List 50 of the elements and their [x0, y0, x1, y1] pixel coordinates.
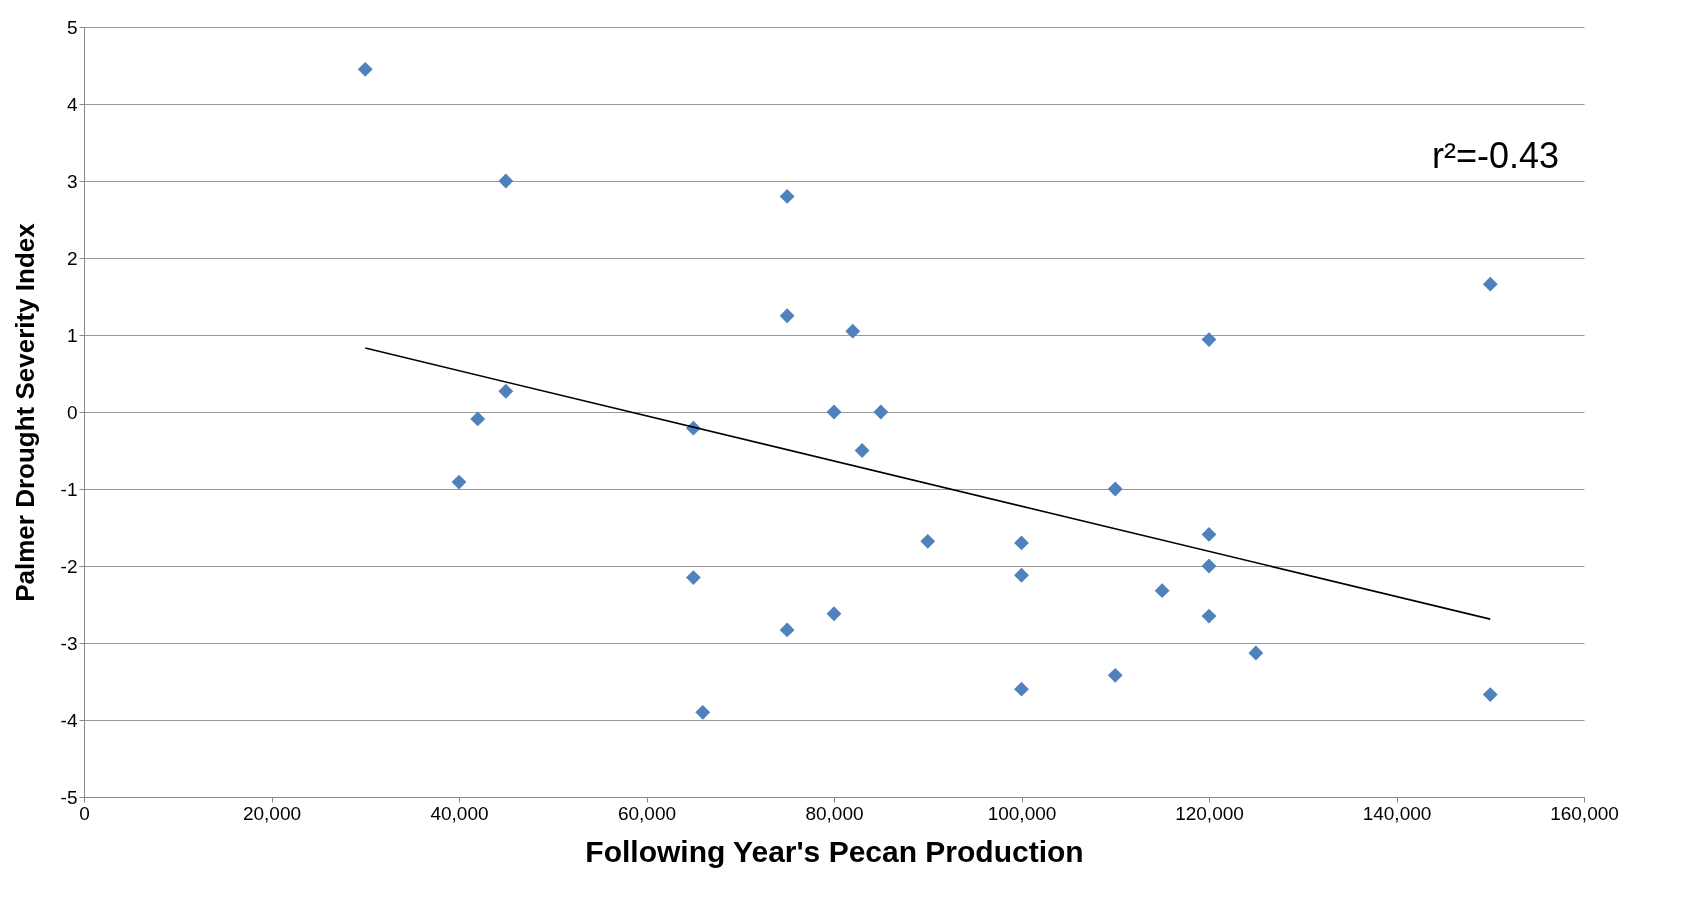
y-tick-label: -3 — [60, 632, 78, 654]
y-tick-label: 2 — [66, 247, 78, 269]
point — [498, 383, 514, 399]
y-tick-label: -1 — [60, 478, 78, 500]
point — [826, 404, 842, 420]
x-tick-label: 120,000 — [1175, 802, 1244, 824]
point — [779, 308, 795, 324]
point — [854, 443, 870, 458]
point — [779, 622, 795, 638]
x-tick-label: 140,000 — [1362, 802, 1432, 824]
point — [1014, 535, 1029, 551]
point — [1482, 276, 1498, 292]
point — [695, 704, 711, 720]
y-tick-label: -4 — [60, 709, 78, 731]
point — [357, 61, 373, 77]
y-tick-label: 3 — [66, 170, 78, 192]
point — [1107, 481, 1123, 497]
point — [470, 411, 486, 427]
point — [779, 188, 795, 204]
point — [826, 606, 842, 622]
point — [1154, 583, 1170, 599]
point — [498, 173, 514, 189]
y-tick-label: 5 — [66, 16, 78, 38]
point — [845, 323, 861, 339]
point — [685, 570, 701, 585]
y-tick-label: 4 — [66, 93, 78, 115]
point — [920, 533, 936, 549]
point — [1014, 567, 1029, 583]
x-tick-label: 60,000 — [617, 802, 677, 824]
point — [1482, 687, 1498, 703]
x-tick-label: 80,000 — [805, 802, 864, 824]
x-tick-label: 160,000 — [1550, 802, 1619, 824]
y-tick-label: -5 — [60, 786, 78, 808]
y-tick-label: 1 — [66, 324, 78, 346]
point — [1201, 558, 1217, 574]
annotation: r²=-0.43 — [1431, 135, 1559, 176]
point — [451, 474, 467, 490]
point — [1201, 608, 1217, 624]
point — [1107, 667, 1123, 683]
point — [1248, 645, 1264, 661]
point — [1201, 332, 1217, 348]
x-axis-title: Following Year's Pecan Production — [585, 834, 1084, 868]
point — [1014, 681, 1029, 697]
x-tick-label: 40,000 — [430, 802, 489, 824]
y-tick-label: 0 — [66, 401, 78, 423]
x-tick-label: 100,000 — [987, 802, 1057, 824]
x-tick-label: 20,000 — [242, 802, 302, 824]
point — [873, 404, 889, 420]
y-tick-label: -2 — [60, 555, 78, 577]
y-axis-title: Palmer Drought Severity Index — [9, 222, 40, 602]
